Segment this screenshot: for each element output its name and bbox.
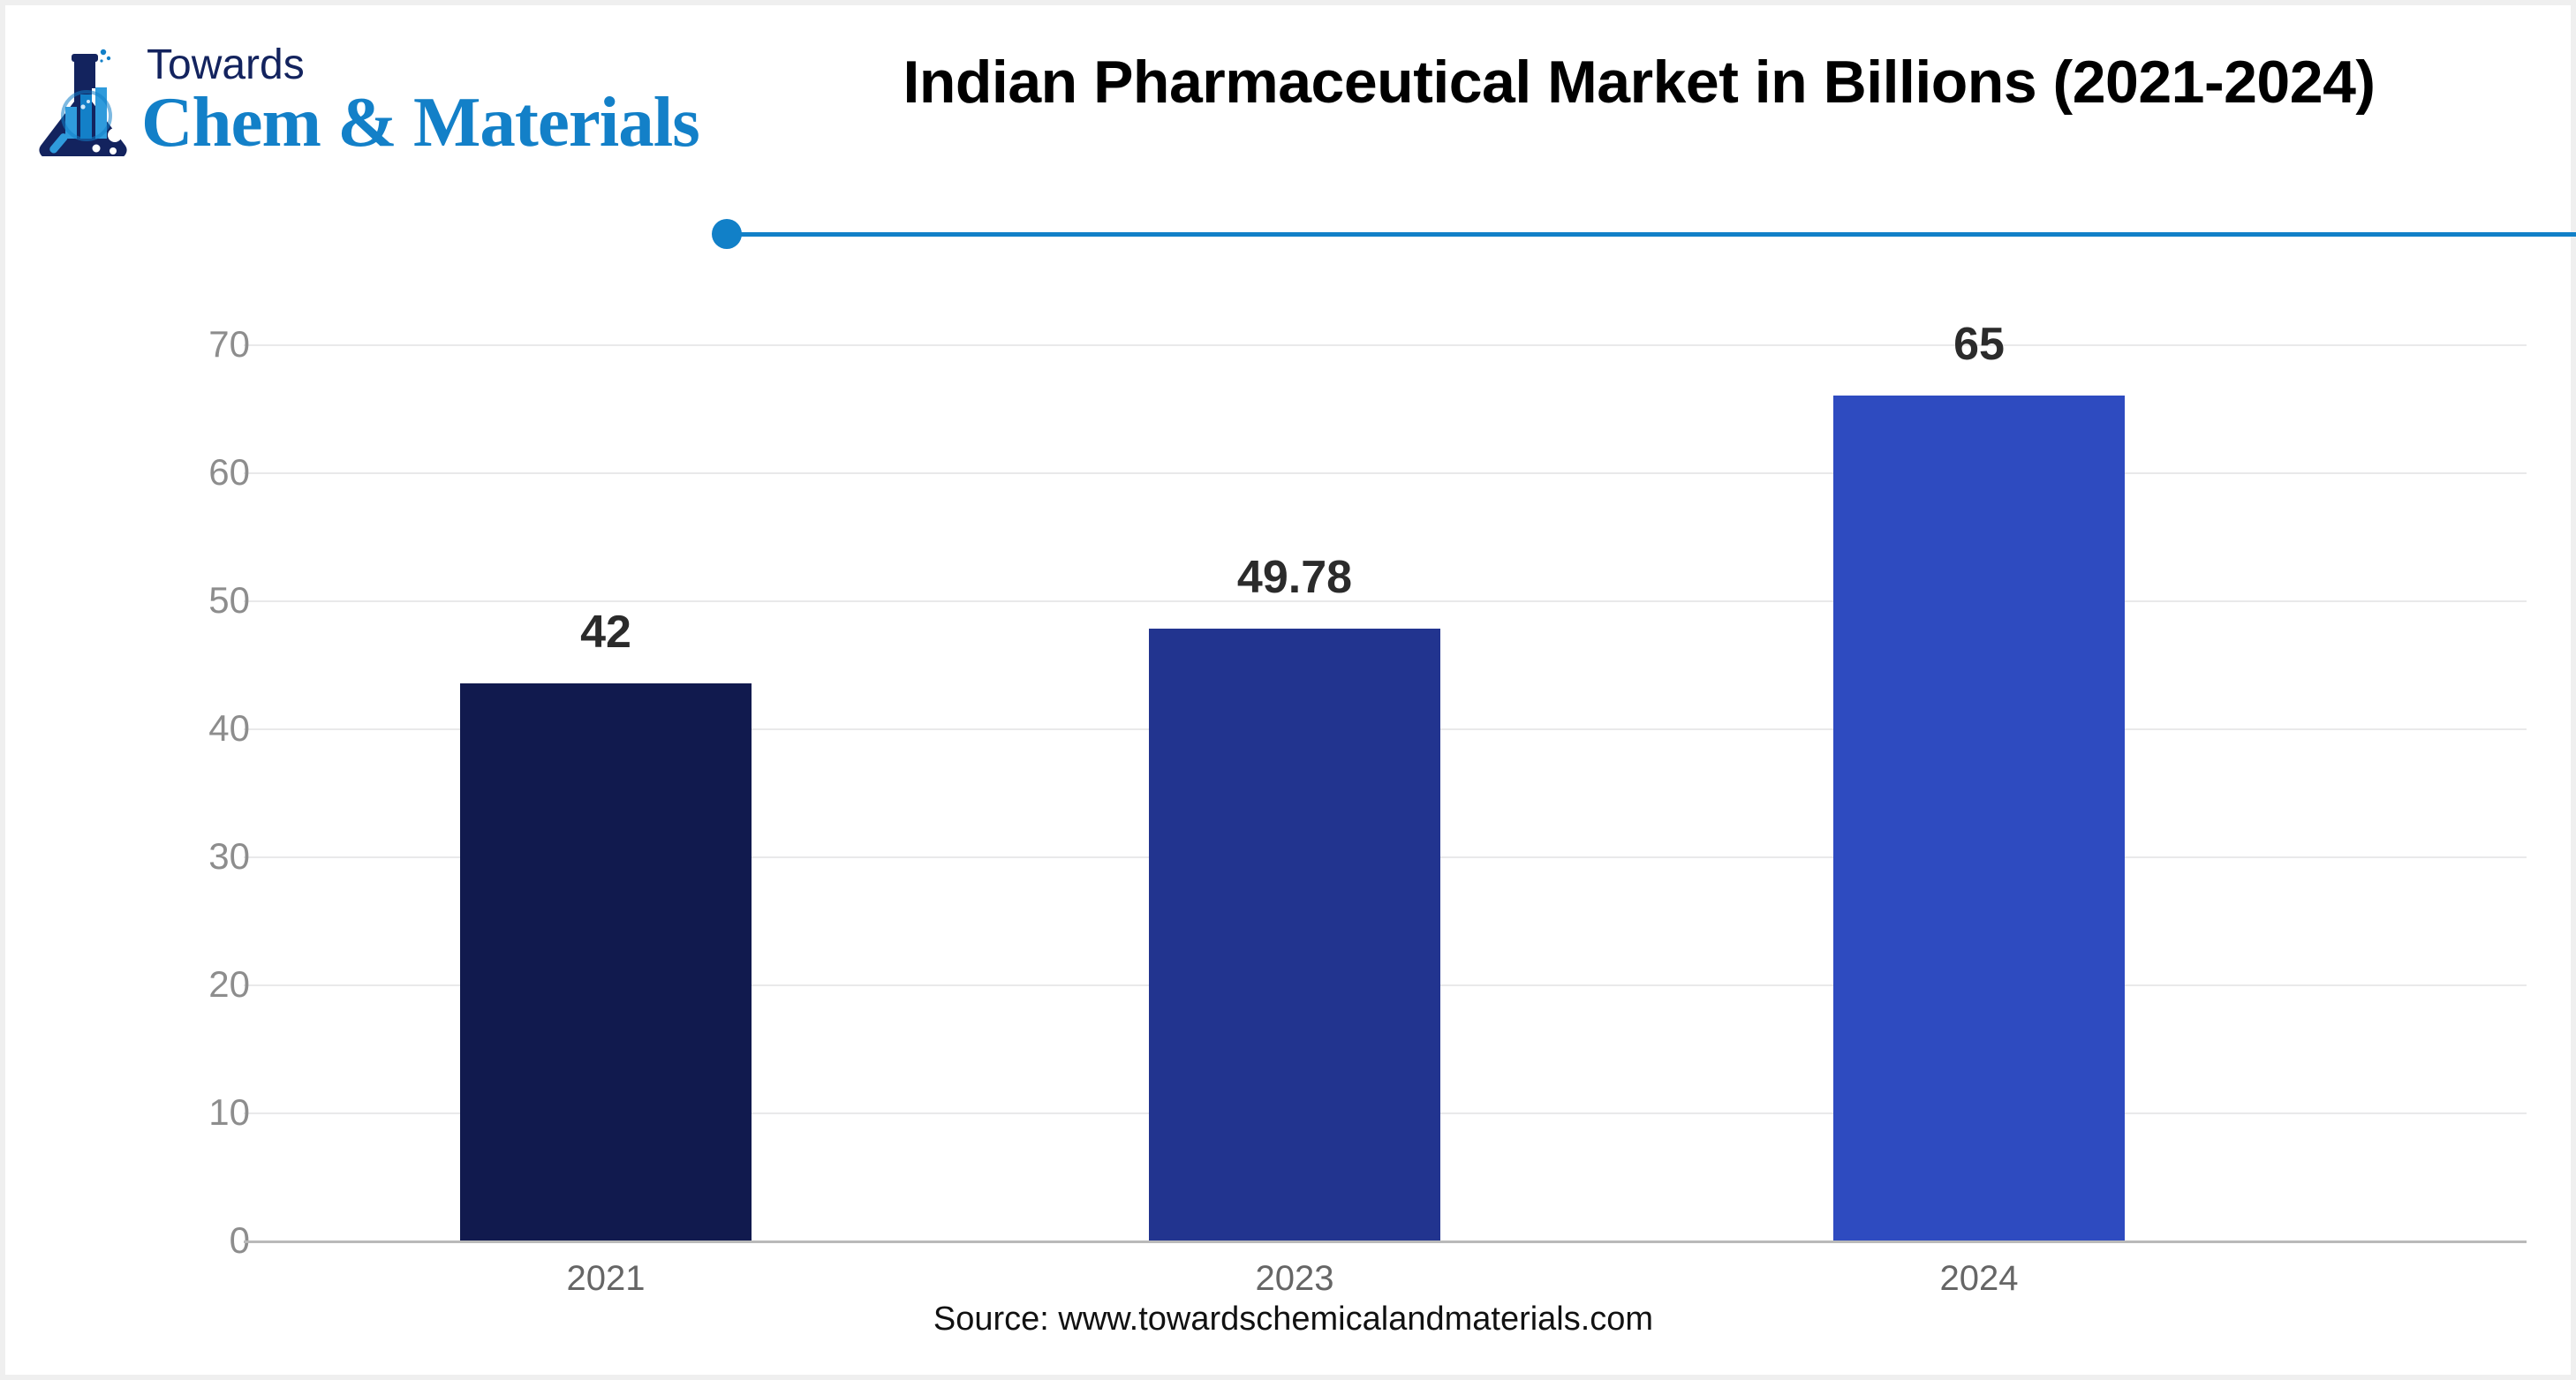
- brand-logo: Towards Chem & Materials: [32, 41, 700, 162]
- gridline: [244, 472, 2527, 474]
- y-axis-tick-label: 20: [208, 963, 250, 1005]
- divider-line: [737, 232, 2576, 237]
- x-axis-tick-label: 2021: [566, 1259, 646, 1298]
- y-axis-tick-label: 40: [208, 707, 250, 749]
- x-axis-tick-label: 2023: [1255, 1259, 1334, 1298]
- bar-value-label: 65: [1953, 319, 2005, 370]
- y-axis-tick-label: 50: [208, 579, 250, 621]
- brand-line-towards: Towards: [147, 41, 305, 88]
- bar-chart: 0 10 20 30 40 50 60 70 42 49.78 65 2021 2023 2024: [5, 5, 2576, 1380]
- y-axis-tick-label: 60: [208, 451, 250, 493]
- bar[interactable]: [1833, 396, 2125, 1240]
- bar[interactable]: [1149, 628, 1440, 1240]
- bar-value-label: 49.78: [1236, 551, 1353, 603]
- x-axis-tick-label: 2024: [1939, 1259, 2019, 1298]
- flask-bar-chart-icon: [39, 49, 127, 156]
- divider: [712, 219, 2576, 249]
- brand-line-chem-materials: Chem & Materials: [141, 81, 700, 162]
- bar[interactable]: [460, 683, 752, 1240]
- header: Towards Chem & Materials Indian Pharmace…: [5, 5, 2576, 191]
- y-axis-tick-label: 70: [208, 323, 250, 365]
- y-axis-tick-label: 0: [229, 1219, 250, 1261]
- source-caption: Source: www.towardschemicalandmaterials.…: [933, 1301, 1654, 1338]
- brand-wordmark: Towards Chem & Materials: [141, 41, 700, 162]
- y-axis-tick-label: 10: [208, 1091, 250, 1133]
- gridline: [244, 344, 2527, 346]
- bar-value-label: 42: [580, 607, 631, 659]
- gridline: [244, 600, 2527, 602]
- divider-dot-icon: [712, 219, 742, 249]
- y-axis-tick-label: 30: [208, 835, 250, 877]
- x-axis-line: [244, 1240, 2527, 1243]
- page-title: Indian Pharmaceutical Market in Billions…: [903, 49, 2376, 116]
